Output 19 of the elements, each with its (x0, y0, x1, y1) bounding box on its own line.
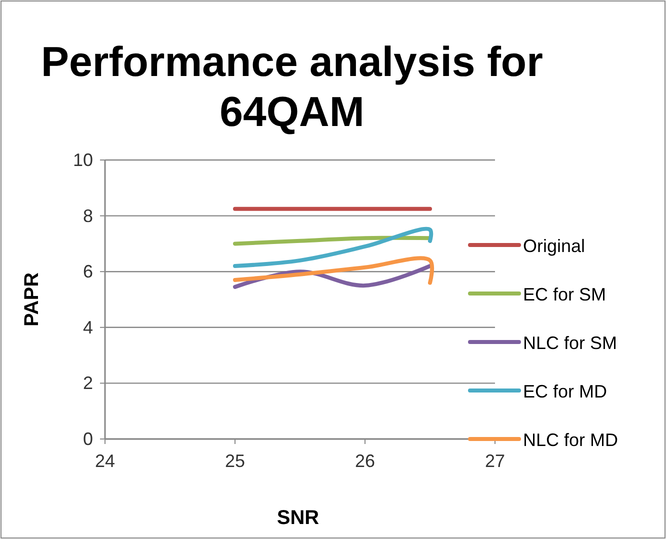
y-tick-label: 8 (82, 206, 93, 226)
legend-label: NLC for SM (523, 333, 618, 353)
legend-label: NLC for MD (523, 430, 618, 450)
y-tick-label: 10 (72, 150, 93, 170)
line-series (233, 226, 434, 268)
x-axis-title: SNR (276, 507, 320, 529)
y-axis-title: PAPR (21, 272, 43, 327)
x-tick-label: 26 (354, 451, 376, 471)
legend-label: Original (523, 236, 586, 256)
x-tick-label: 27 (484, 451, 506, 471)
y-tick-label: 4 (82, 317, 93, 338)
x-tick-label: 24 (94, 451, 116, 471)
x-tick-label: 25 (224, 451, 246, 471)
legend-label: EC for MD (523, 382, 608, 402)
chart-title: Performance analysis for 64QAM (41, 38, 543, 135)
y-tick-label: 6 (82, 262, 93, 282)
y-tick-label: 0 (82, 429, 93, 449)
legend-label: EC for SM (523, 284, 606, 304)
y-tick-label: 2 (82, 373, 93, 394)
